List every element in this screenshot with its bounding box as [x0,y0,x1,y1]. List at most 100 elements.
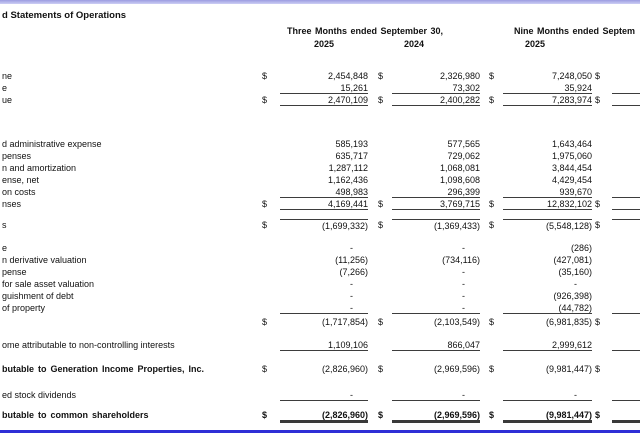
dollar-sign [262,266,280,278]
column-header-three-months: Three Months ended September 30, [286,26,444,36]
table-row: n derivative valuation (11,256) (734,116) (… [0,254,640,266]
value-cell: - [462,243,465,253]
value-cell: - [392,302,480,314]
value-cell: (926,398) [553,291,592,301]
value-cell [612,339,640,351]
row-label: butable to common shareholders [2,410,149,420]
dollar-sign: $ [262,410,268,420]
column-gap [480,302,489,314]
column-gap [368,316,378,328]
value-cell: 577,565 [447,139,480,149]
row-label: of property [2,303,46,313]
value-cell: 4,429,454 [551,175,592,185]
value-cell [612,302,640,314]
dollar-sign [595,389,612,401]
column-gap [480,409,489,423]
value-cell: - [350,279,353,289]
column-gap [480,138,489,150]
value-cell [612,82,640,94]
dollar-sign [489,339,503,351]
dollar-sign [489,290,503,302]
dollar-sign [595,150,612,162]
column-gap [368,150,378,162]
dollar-sign [595,186,612,198]
dollar-sign: $ [489,220,495,230]
column-gap [480,254,489,266]
dollar-sign: $ [489,71,495,81]
value-cell: - [503,389,592,401]
column-gap [368,174,378,186]
dollar-sign [489,302,503,314]
column-gap [480,150,489,162]
dollar-sign: $ [262,220,268,230]
table-row: ue $2,470,109 $2,400,282 $7,283,974 $ [0,94,640,106]
value-cell: (35,160) [558,267,592,277]
table-row: $ (1,717,854) $ (2,103,549) $ (6,981,835) $ [0,316,640,328]
value-cell: (734,116) [442,255,480,265]
column-gap [480,70,489,82]
dollar-sign [378,254,392,266]
row-label [0,316,262,328]
value-cell: 1,098,608 [439,175,480,185]
dollar-sign: $ [595,95,601,105]
value-cell [612,138,640,150]
table-row: of property - - (44,782) [0,302,640,314]
dollar-sign: $ [595,364,601,374]
statement-table: ne $2,454,848 $2,326,980 $7,248,050 $ e 15,261… [0,70,640,423]
row-label: butable to Generation Income Properties,… [2,364,205,374]
value-cell: 866,047 [392,339,480,351]
value-cell: - [574,279,577,289]
column-gap [480,339,489,351]
dollar-sign [262,150,280,162]
top-accent-bar [0,0,640,4]
value-cell: 635,717 [335,151,368,161]
column-gap [368,186,378,198]
value-cell [612,198,640,210]
table-row: d administrative expense 585,193 577,565 1,… [0,138,640,150]
dollar-sign: $ [378,317,384,327]
column-gap [368,162,378,174]
dollar-sign [595,339,612,351]
value-cell [612,278,640,290]
dollar-sign: $ [378,95,384,105]
dollar-sign [378,339,392,351]
column-gap [368,266,378,278]
value-cell [612,94,640,106]
value-cell [612,254,640,266]
value-cell: - [392,389,480,401]
value-cell: - [280,389,368,401]
table-row: nses $4,169,441 $3,769,715 $12,832,102 $ [0,198,640,210]
dollar-sign [595,174,612,186]
value-cell [612,150,640,162]
dollar-sign [262,186,280,198]
dollar-sign [262,162,280,174]
value-cell: (2,969,596) [433,364,480,374]
value-cell: 12,832,102 [503,198,592,210]
value-cell: 296,399 [392,186,480,198]
column-header-year-2024: 2024 [403,39,425,49]
row-label: s [2,220,7,230]
table-row: butable to Generation Income Properties,… [0,363,640,375]
value-cell: 2,454,848 [327,71,368,81]
row-label: ense, net [2,175,40,185]
row-label: pense [2,267,27,277]
value-cell: 1,975,060 [551,151,592,161]
column-header-nine-months: Nine Months ended Septem [514,26,636,36]
value-cell: - [280,302,368,314]
column-gap [368,254,378,266]
dollar-sign: $ [378,410,384,420]
value-cell: 73,302 [392,82,480,94]
dollar-sign [262,254,280,266]
column-gap [480,82,489,94]
column-gap [368,242,378,254]
column-gap [480,186,489,198]
dollar-sign [262,242,280,254]
column-gap [480,242,489,254]
dollar-sign [489,242,503,254]
row-label: d administrative expense [2,139,102,149]
value-cell: (286) [570,243,592,253]
value-cell [612,389,640,401]
column-gap [368,278,378,290]
dollar-sign [378,162,392,174]
value-cell: - [350,243,353,253]
